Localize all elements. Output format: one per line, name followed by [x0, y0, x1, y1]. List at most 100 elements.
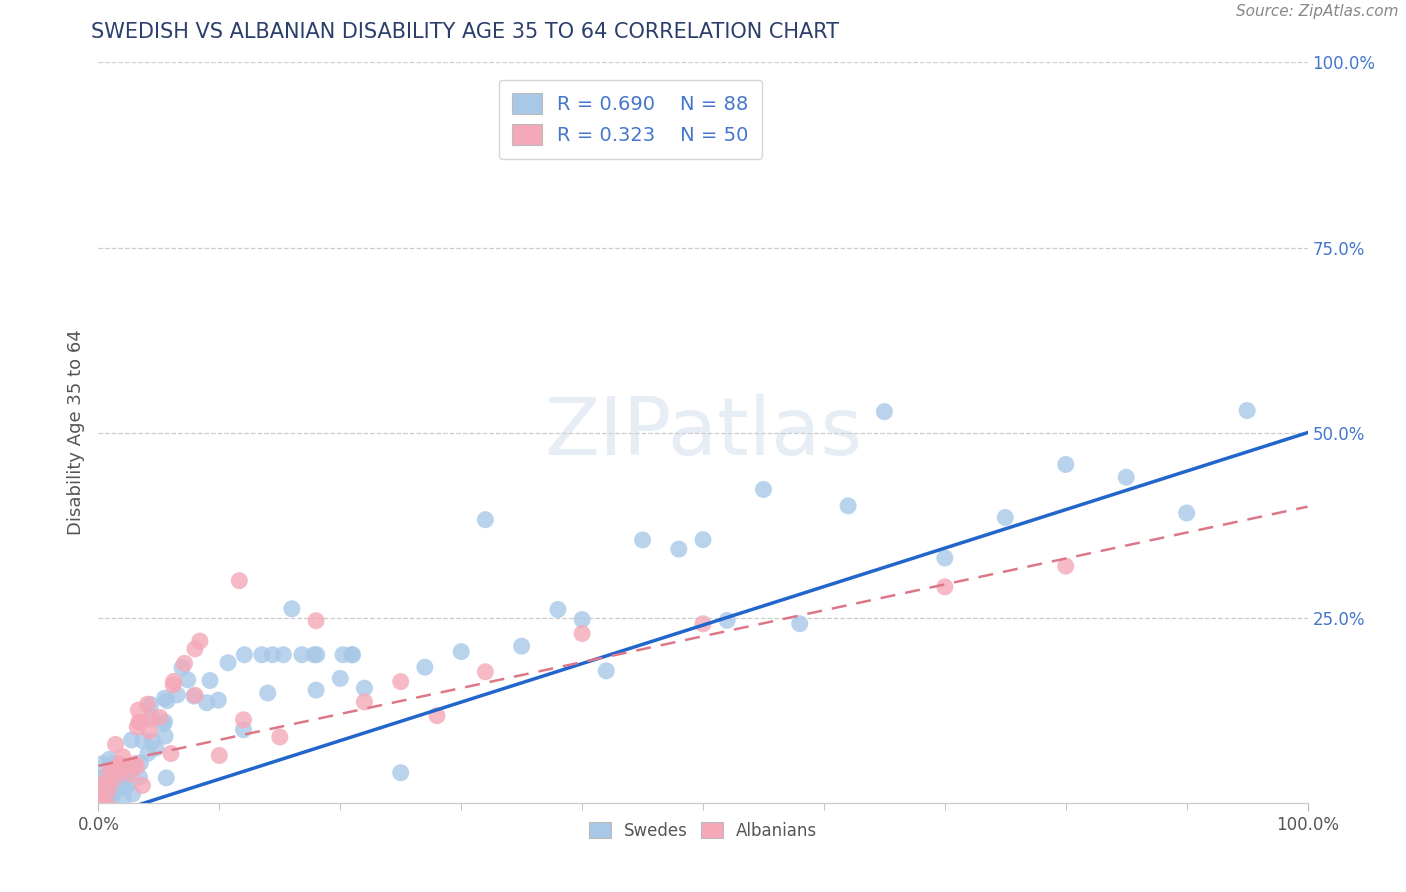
Point: [332, 648, 354, 662]
Point: [789, 616, 811, 631]
Point: [256, 686, 278, 700]
Point: [90, 796, 112, 810]
Point: [474, 665, 496, 679]
Text: ZIPatlas: ZIPatlas: [544, 393, 862, 472]
Point: [94, 777, 117, 791]
Point: [108, 757, 131, 772]
Point: [98, 752, 121, 766]
Point: [139, 698, 162, 712]
Point: [141, 709, 163, 723]
Point: [91, 788, 114, 802]
Point: [125, 760, 148, 774]
Point: [934, 551, 956, 566]
Legend: Swedes, Albanians: Swedes, Albanians: [582, 815, 824, 847]
Point: [184, 689, 207, 703]
Point: [631, 533, 654, 547]
Point: [103, 768, 125, 782]
Point: [716, 614, 738, 628]
Point: [233, 648, 256, 662]
Point: [90, 796, 112, 810]
Point: [1236, 403, 1258, 417]
Point: [1115, 470, 1137, 484]
Point: [177, 673, 200, 687]
Point: [692, 533, 714, 547]
Point: [90, 772, 112, 787]
Point: [217, 656, 239, 670]
Point: [389, 765, 412, 780]
Point: [291, 648, 314, 662]
Point: [101, 761, 124, 775]
Point: [115, 779, 138, 793]
Point: [1175, 506, 1198, 520]
Point: [547, 602, 569, 616]
Point: [162, 674, 184, 689]
Point: [128, 715, 150, 730]
Point: [389, 674, 412, 689]
Point: [98, 764, 121, 778]
Point: [97, 782, 120, 797]
Point: [103, 786, 125, 800]
Point: [91, 777, 114, 791]
Point: [340, 648, 363, 662]
Point: [1054, 559, 1077, 574]
Point: [104, 766, 127, 780]
Point: [153, 691, 176, 706]
Point: [131, 779, 153, 793]
Point: [128, 770, 150, 784]
Point: [112, 792, 135, 806]
Point: [160, 747, 183, 761]
Point: [138, 724, 160, 739]
Point: [131, 733, 153, 747]
Point: [305, 683, 328, 698]
Point: [120, 767, 142, 781]
Point: [153, 714, 176, 729]
Point: [188, 634, 211, 648]
Point: [114, 760, 136, 774]
Point: [129, 756, 152, 770]
Point: [101, 771, 124, 785]
Point: [90, 796, 112, 810]
Point: [114, 768, 136, 782]
Point: [141, 734, 163, 748]
Point: [232, 723, 254, 737]
Point: [136, 746, 159, 760]
Point: [837, 499, 859, 513]
Point: [101, 756, 124, 771]
Point: [94, 796, 117, 810]
Point: [94, 779, 117, 793]
Point: [208, 748, 231, 763]
Point: [100, 773, 122, 788]
Point: [96, 796, 118, 810]
Point: [162, 678, 184, 692]
Point: [426, 708, 449, 723]
Point: [994, 510, 1017, 524]
Point: [262, 648, 284, 662]
Point: [302, 648, 325, 662]
Point: [114, 774, 136, 789]
Point: [104, 761, 127, 775]
Point: [89, 783, 111, 797]
Point: [228, 574, 250, 588]
Point: [170, 660, 193, 674]
Point: [97, 796, 120, 810]
Text: Source: ZipAtlas.com: Source: ZipAtlas.com: [1236, 4, 1399, 20]
Point: [595, 664, 617, 678]
Point: [692, 616, 714, 631]
Point: [139, 712, 162, 726]
Point: [329, 672, 352, 686]
Point: [305, 614, 328, 628]
Point: [353, 695, 375, 709]
Point: [571, 613, 593, 627]
Point: [104, 738, 127, 752]
Point: [184, 641, 207, 656]
Point: [90, 756, 112, 771]
Point: [127, 720, 149, 734]
Point: [104, 781, 127, 796]
Point: [342, 648, 364, 662]
Point: [136, 697, 159, 711]
Point: [183, 689, 205, 703]
Point: [100, 796, 122, 810]
Point: [89, 771, 111, 785]
Point: [173, 657, 195, 671]
Point: [353, 681, 375, 696]
